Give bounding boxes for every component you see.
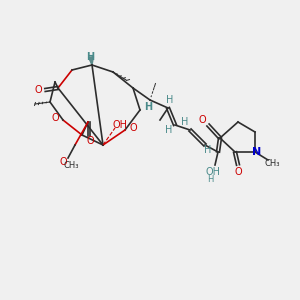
Text: O: O	[86, 136, 94, 146]
Text: OH: OH	[206, 167, 220, 177]
Text: CH₃: CH₃	[264, 158, 280, 167]
Text: H: H	[207, 175, 213, 184]
Text: O: O	[59, 157, 67, 167]
Text: H: H	[166, 95, 174, 105]
Text: H: H	[86, 52, 94, 62]
Text: O: O	[129, 123, 137, 133]
Text: H: H	[144, 102, 152, 112]
Text: O: O	[34, 85, 42, 95]
Text: O: O	[51, 113, 59, 123]
Text: N: N	[252, 147, 262, 157]
Text: CH₃: CH₃	[63, 161, 79, 170]
Text: OH: OH	[112, 120, 128, 130]
Text: H: H	[165, 125, 173, 135]
Text: H: H	[181, 117, 189, 127]
Text: O: O	[234, 167, 242, 177]
Text: H: H	[204, 145, 212, 155]
Polygon shape	[88, 57, 94, 65]
Text: O: O	[198, 115, 206, 125]
